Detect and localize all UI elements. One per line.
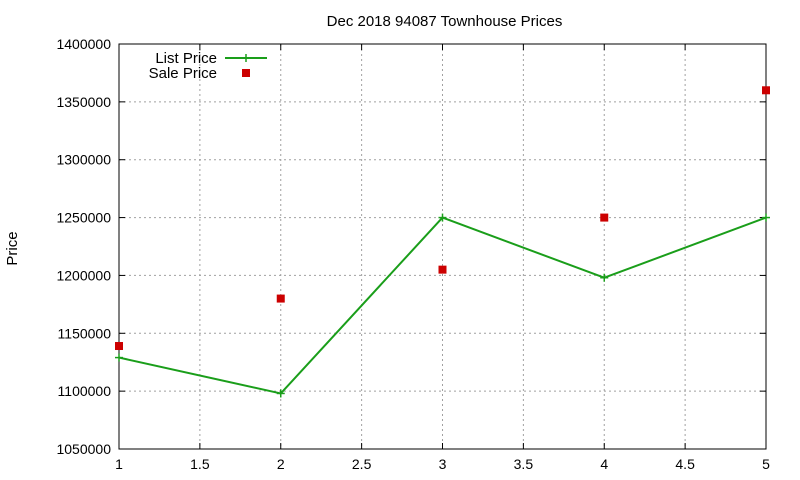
sale-price-point bbox=[600, 213, 609, 222]
y-axis-label: Price bbox=[4, 231, 21, 265]
sale-price-point bbox=[115, 342, 123, 351]
y-tick-label: 1050000 bbox=[56, 441, 111, 457]
series-layer bbox=[115, 86, 770, 398]
y-tick-label: 1350000 bbox=[56, 94, 111, 110]
x-tick-label: 1 bbox=[115, 456, 123, 472]
grid bbox=[119, 44, 766, 449]
list-price-point bbox=[115, 353, 123, 362]
x-tick-label: 4 bbox=[600, 456, 608, 472]
list-price-point bbox=[438, 213, 447, 222]
x-tick-label: 4.5 bbox=[675, 456, 695, 472]
chart-title: Dec 2018 94087 Townhouse Prices bbox=[327, 13, 563, 30]
y-tick-label: 1300000 bbox=[56, 152, 111, 168]
y-tick-label: 1400000 bbox=[56, 36, 111, 52]
list-price-point bbox=[762, 213, 770, 222]
ticks: 1 1.5 2 2.5 3 3.5 4 4.5 5 1050000 1100000 1150000 12… bbox=[56, 36, 770, 472]
y-tick-label: 1200000 bbox=[56, 267, 111, 283]
x-tick-label: 3 bbox=[439, 456, 447, 472]
x-tick-label: 5 bbox=[762, 456, 770, 472]
sale-price-point bbox=[438, 265, 447, 274]
y-tick-label: 1100000 bbox=[58, 383, 112, 399]
list-price-point bbox=[276, 389, 285, 398]
x-tick-label: 1.5 bbox=[190, 456, 210, 472]
sale-price-point bbox=[762, 86, 770, 95]
y-tick-label: 1150000 bbox=[58, 325, 112, 341]
x-tick-label: 2 bbox=[277, 456, 285, 472]
legend-label: List Price bbox=[155, 50, 217, 67]
list-price-point bbox=[600, 273, 609, 282]
legend-plus-marker bbox=[242, 54, 250, 62]
x-tick-label: 2.5 bbox=[352, 456, 372, 472]
legend-label: Sale Price bbox=[149, 65, 217, 82]
sale-price-point bbox=[276, 294, 285, 303]
y-tick-label: 1250000 bbox=[56, 210, 111, 226]
legend-square-marker bbox=[242, 69, 250, 77]
x-tick-label: 3.5 bbox=[514, 456, 534, 472]
